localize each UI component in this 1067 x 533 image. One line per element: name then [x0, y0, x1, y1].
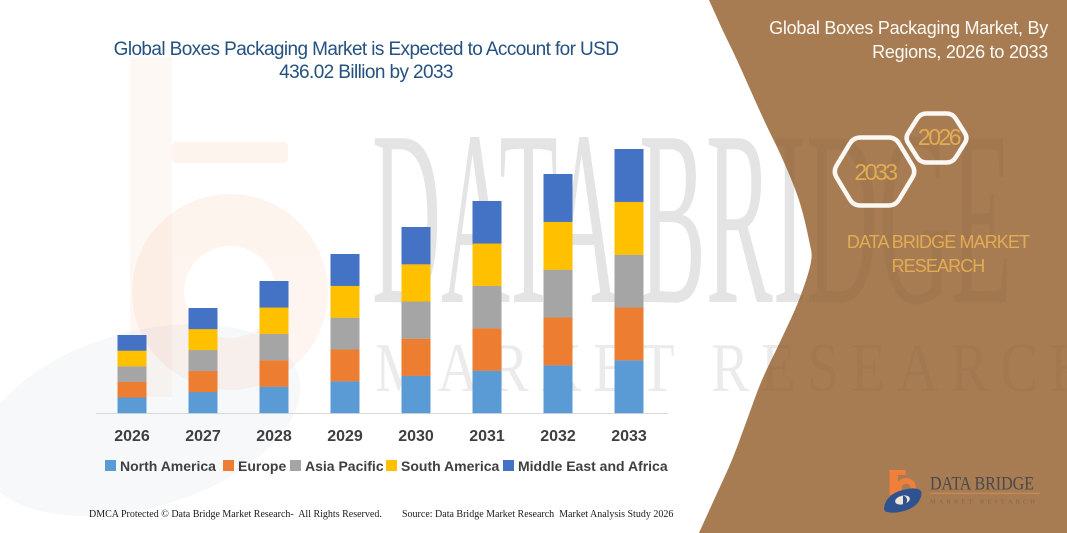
svg-text:DATA BRIDGE: DATA BRIDGE [930, 474, 1034, 495]
svg-text:Europe: Europe [238, 458, 286, 474]
svg-text:MARKET RESEARCH: MARKET RESEARCH [930, 499, 1035, 506]
svg-text:Asia Pacific: Asia Pacific [305, 458, 384, 474]
svg-text:2027: 2027 [185, 428, 221, 445]
svg-text:South America: South America [401, 458, 499, 474]
svg-text:North America: North America [120, 458, 216, 474]
svg-text:2030: 2030 [398, 428, 434, 445]
svg-text:2026: 2026 [114, 428, 150, 445]
svg-text:2028: 2028 [256, 428, 292, 445]
svg-text:2031: 2031 [469, 428, 505, 445]
svg-text:2026: 2026 [918, 124, 961, 150]
svg-text:Middle East and Africa: Middle East and Africa [518, 458, 668, 474]
svg-text:2032: 2032 [540, 428, 576, 445]
svg-text:2033: 2033 [611, 428, 647, 445]
svg-text:2029: 2029 [327, 428, 363, 445]
svg-text:2033: 2033 [854, 159, 897, 185]
